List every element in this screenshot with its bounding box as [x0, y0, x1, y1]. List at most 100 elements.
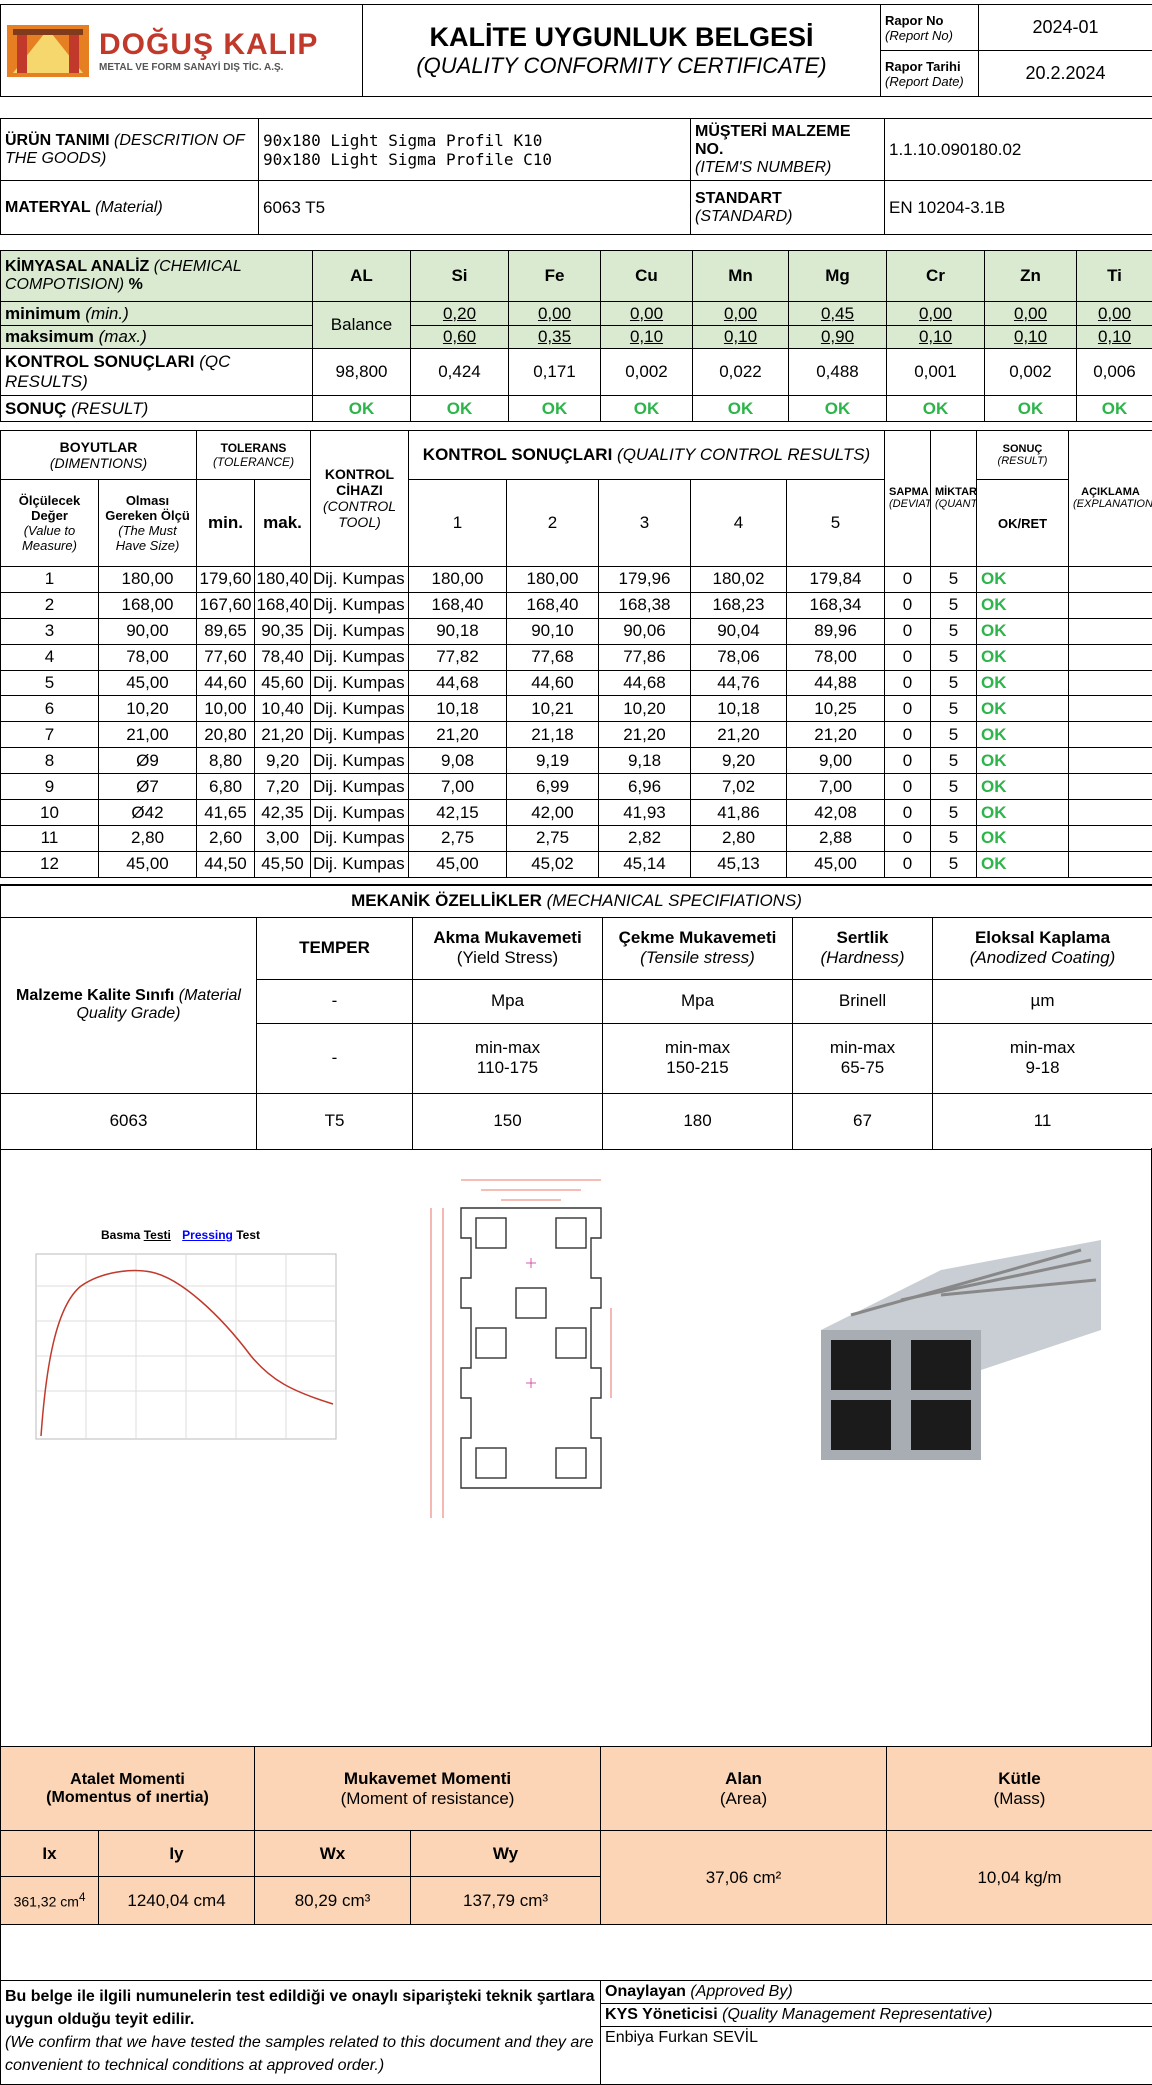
graph-title: Basma Testi Pressing Test	[101, 1228, 260, 1242]
chem-min: 0,20	[411, 302, 509, 326]
chem-result: OK	[509, 396, 601, 422]
exp-header: AÇIKLAMA(EXPLANATION)	[1069, 431, 1152, 567]
report-no: 2024-01	[979, 5, 1152, 51]
al-balance: Balance	[313, 302, 411, 349]
wx-label: Wx	[255, 1831, 411, 1877]
yield-value: 150	[413, 1093, 603, 1149]
standard-value: EN 10204-3.1B	[885, 181, 1152, 235]
element-cu: Cu	[601, 251, 693, 302]
chem-title: KİMYASAL ANALİZ (CHEMICAL COMPOTISION) %	[1, 251, 313, 302]
grade-label: Malzeme Kalite Sınıfı (Material Quality …	[1, 917, 257, 1093]
document-title: KALİTE UYGUNLUK BELGESİ	[367, 22, 876, 53]
min-header: min.	[197, 480, 255, 566]
chem-qc: 0,002	[985, 349, 1077, 396]
chem-result: OK	[1077, 396, 1152, 422]
mech-unit: Mpa	[603, 979, 793, 1023]
report-date: 20.2.2024	[979, 51, 1152, 97]
ix-label: Ix	[1, 1831, 99, 1877]
ix-value: 361,32 cm4	[1, 1877, 99, 1925]
item-number: 1.1.10.090180.02	[885, 119, 1152, 181]
chem-qc: 0,424	[411, 349, 509, 396]
qc-header: KONTROL SONUÇLARI (QUALITY CONTROL RESUL…	[409, 431, 885, 480]
okret-header: OK/RET	[977, 480, 1069, 566]
chem-qc: 98,800	[313, 349, 411, 396]
mech-unit: Brinell	[793, 979, 933, 1023]
min-label: minimum (min.)	[1, 302, 313, 326]
mass-header: Kütle(Mass)	[887, 1747, 1152, 1831]
area-value: 37,06 cm²	[601, 1831, 887, 1925]
measurement-col: 2	[507, 480, 599, 566]
mech-range: -	[257, 1023, 413, 1093]
material-label: MATERYAL (Material)	[1, 181, 259, 235]
document-subtitle: (QUALITY CONFORMITY CERTIFICATE)	[367, 53, 876, 79]
temper-value: T5	[257, 1093, 413, 1149]
mech-unit: µm	[933, 979, 1152, 1023]
profile-technical-drawing-icon	[411, 1168, 651, 1548]
qty-header: MİKTAR(QUANTITY)	[931, 431, 977, 567]
chem-qc: 0,488	[789, 349, 887, 396]
dev-header: SAPMA(DEVIATION)	[885, 431, 931, 567]
element-zn: Zn	[985, 251, 1077, 302]
chem-max: 0,10	[985, 325, 1077, 349]
mass-value: 10,04 kg/m	[887, 1831, 1152, 1925]
tol-header: TOLERANS(TOLERANCE)	[197, 431, 311, 480]
chemical-table: KİMYASAL ANALİZ (CHEMICAL COMPOTISION) %…	[0, 250, 1152, 422]
info-table: ÜRÜN TANIMI (DESCRITION OF THE GOODS) 90…	[0, 118, 1152, 235]
mechanical-title: MEKANİK ÖZELLİKLER (MECHANICAL SPECIFIAT…	[1, 885, 1152, 917]
result-label: SONUÇ (RESULT)	[1, 396, 313, 422]
chem-max: 0,10	[693, 325, 789, 349]
chem-min: 0,45	[789, 302, 887, 326]
chem-max: 0,10	[601, 325, 693, 349]
title-cell: KALİTE UYGUNLUK BELGESİ (QUALITY CONFORM…	[363, 5, 881, 97]
inertia-header: Atalet Momenti(Momentus of ınertia)	[1, 1747, 255, 1831]
chem-result: OK	[693, 396, 789, 422]
coating-header: Eloksal Kaplama(Anodized Coating)	[933, 917, 1152, 979]
goods-label: ÜRÜN TANIMI (DESCRITION OF THE GOODS)	[1, 119, 259, 181]
element-mn: Mn	[693, 251, 789, 302]
chem-result: OK	[985, 396, 1077, 422]
yield-header: Akma Mukavemeti(Yield Stress)	[413, 917, 603, 979]
chem-result: OK	[313, 396, 411, 422]
area-header: Alan(Area)	[601, 1747, 887, 1831]
chem-min: 0,00	[601, 302, 693, 326]
chem-min: 0,00	[985, 302, 1077, 326]
tensile-value: 180	[603, 1093, 793, 1149]
chem-qc: 0,002	[601, 349, 693, 396]
chem-result: OK	[887, 396, 985, 422]
item-number-label: MÜŞTERİ MALZEME NO.(ITEM'S NUMBER)	[691, 119, 885, 181]
iy-value: 1240,04 cm4	[99, 1877, 255, 1925]
mechanical-table: MEKANİK ÖZELLİKLER (MECHANICAL SPECIFIAT…	[0, 884, 1152, 1150]
measurement-col: 5	[787, 480, 885, 566]
temper-header: TEMPER	[257, 917, 413, 979]
properties-table: Atalet Momenti(Momentus of ınertia) Muka…	[0, 1746, 1152, 2085]
element-al: AL	[313, 251, 411, 302]
hardness-header: Sertlik(Hardness)	[793, 917, 933, 979]
wx-value: 80,29 cm³	[255, 1877, 411, 1925]
pressing-test-graph: Basma Testi Pressing Test	[21, 1228, 341, 1458]
chem-min: 0,00	[509, 302, 601, 326]
mech-unit: Mpa	[413, 979, 603, 1023]
chem-max: 0,10	[1077, 325, 1152, 349]
chem-qc: 0,006	[1077, 349, 1152, 396]
company-tagline: METAL VE FORM SANAYİ DIŞ TİC. A.Ş.	[99, 62, 318, 73]
max-label: maksimum (max.)	[1, 325, 313, 349]
images-area: Basma Testi Pressing Test	[0, 1148, 1152, 1746]
res-header: SONUÇ (RESULT)	[977, 431, 1069, 480]
element-ti: Ti	[1077, 251, 1152, 302]
tool-header: KONTROL CİHAZI(CONTROL TOOL)	[311, 431, 409, 567]
approver-name: Enbiya Furkan SEVİL	[601, 2027, 1152, 2049]
must-size-header: Olması Gereken Ölçü(The Must Have Size)	[99, 480, 197, 566]
hardness-value: 67	[793, 1093, 933, 1149]
grade-value: 6063	[1, 1093, 257, 1149]
measurement-col: 1	[409, 480, 507, 566]
